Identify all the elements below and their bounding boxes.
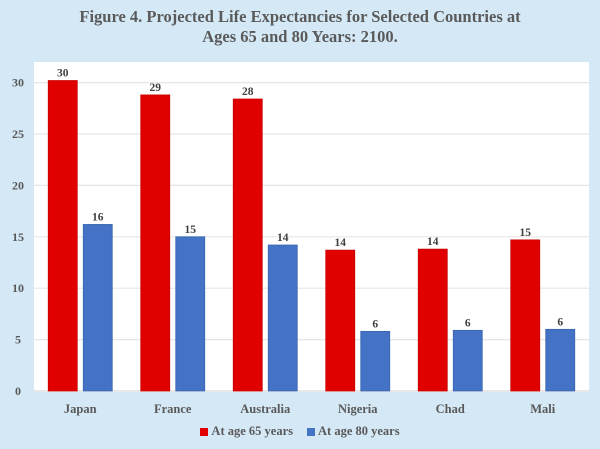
legend-item-age-65: At age 65 years <box>200 424 293 439</box>
bar-age-80-nigeria <box>360 330 391 392</box>
legend-item-age-80: At age 80 years <box>307 424 400 439</box>
bar-data-label: 30 <box>57 68 69 80</box>
gridlines <box>34 81 589 392</box>
chart-title-line-2: Ages 65 and 80 Years: 2100. <box>202 27 398 46</box>
bar-age-65-japan <box>47 80 78 392</box>
x-tick-label: Nigeria <box>338 402 378 416</box>
bar-data-label: 15 <box>520 227 532 239</box>
legend-label-age-80: At age 80 years <box>318 424 400 438</box>
bar-data-label: 14 <box>427 236 439 248</box>
bar-age-80-australia <box>267 244 298 392</box>
y-tick-label: 20 <box>12 178 24 192</box>
plot-area <box>34 62 589 392</box>
x-tick-label: France <box>154 402 192 416</box>
y-tick-label: 15 <box>12 230 24 244</box>
legend: At age 65 years At age 80 years <box>0 424 600 439</box>
bar-data-label: 14 <box>335 237 347 249</box>
bar-age-80-france <box>175 236 206 392</box>
bar-age-65-france <box>140 94 171 392</box>
bar-age-80-japan <box>82 224 113 392</box>
bar-data-label: 14 <box>277 232 289 244</box>
y-tick-label: 5 <box>15 333 21 347</box>
bar-age-65-mali <box>510 239 541 392</box>
bar-age-65-australia <box>232 98 263 392</box>
x-tick-label: Chad <box>436 402 465 416</box>
y-tick-label: 0 <box>15 384 21 398</box>
bar-data-label: 6 <box>465 317 471 329</box>
bar-age-80-mali <box>545 328 576 392</box>
y-tick-label: 30 <box>12 76 24 90</box>
y-tick-label: 25 <box>12 127 24 141</box>
chart-title-line-1: Figure 4. Projected Life Expectancies fo… <box>79 7 521 26</box>
legend-swatch-age-65 <box>200 427 209 436</box>
bar-data-label: 6 <box>372 318 378 330</box>
bar-age-65-nigeria <box>325 249 356 392</box>
y-axis-tick-labels: 0 5 10 15 20 25 30 <box>12 76 24 398</box>
x-tick-label: Australia <box>240 402 291 416</box>
bar-age-80-chad <box>452 329 483 392</box>
bar-data-label: 16 <box>92 211 104 223</box>
bar-data-label: 28 <box>242 86 254 98</box>
bar-data-label: 15 <box>185 224 197 236</box>
bar-data-label: 29 <box>150 82 162 94</box>
chart-title: Figure 4. Projected Life Expectancies fo… <box>0 7 600 47</box>
bar-age-65-chad <box>417 248 448 392</box>
legend-swatch-age-80 <box>307 427 315 436</box>
x-tick-label: Mali <box>530 402 556 416</box>
x-tick-label: Japan <box>64 402 97 416</box>
x-axis-tick-labels: Japan France Australia Nigeria Chad Mali <box>64 402 556 416</box>
y-tick-label: 10 <box>12 281 24 295</box>
bar-data-labels: 30 16 29 15 28 14 14 6 14 6 15 6 <box>57 68 563 331</box>
bars <box>47 80 576 392</box>
bar-data-label: 6 <box>557 316 563 328</box>
legend-label-age-65: At age 65 years <box>211 424 293 438</box>
